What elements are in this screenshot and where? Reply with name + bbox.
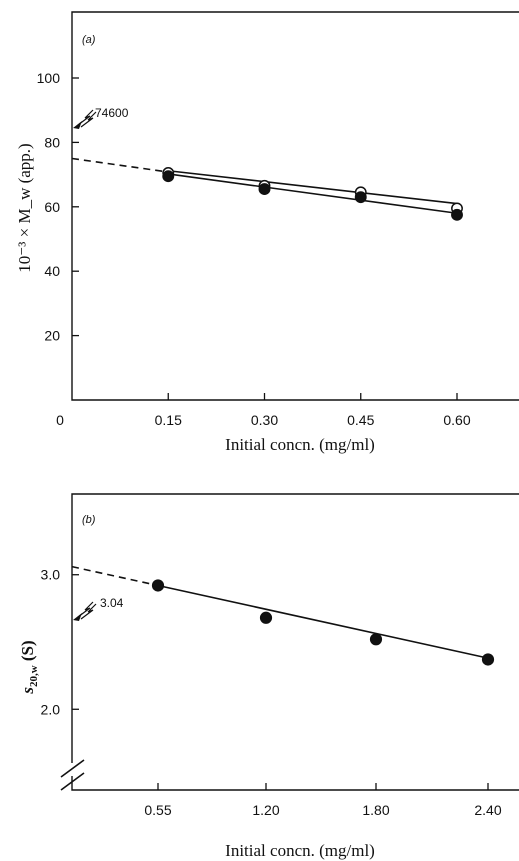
- chart-panel-a: (a) Initial concn. (mg/ml) 10⁻³ × M_w (a…: [15, 11, 519, 454]
- panel-a-fit-line: [168, 173, 458, 215]
- panel-a-x-tick-label: 0: [56, 412, 64, 428]
- chart-panel-b: (b) Initial concn. (mg/ml) s20,w (S) 3.0…: [18, 493, 519, 860]
- panel-b-y-tick-label: 3.0: [41, 567, 61, 583]
- panel-a-frame: [71, 11, 519, 401]
- panel-a-filled-point: [258, 183, 271, 196]
- panel-a-fit-line: [168, 169, 458, 205]
- panel-a-x-tick-label: 0.45: [347, 412, 374, 428]
- panel-a-y-tick-label: 80: [44, 134, 60, 150]
- panel-b-x-tick-label: 0.55: [144, 802, 171, 818]
- panel-a-x-tick-label: 0.30: [251, 412, 278, 428]
- axis-break-icon: [60, 759, 85, 791]
- panel-b-y-axis-title: s20,w (S): [18, 640, 40, 694]
- panel-a-filled-point: [451, 208, 463, 221]
- panel-b-x-tick-label: 1.20: [252, 802, 279, 818]
- panel-a-y-tick-label: 100: [37, 70, 61, 86]
- panel-b-filled-point: [481, 653, 495, 666]
- panel-a-y-tick-label: 40: [44, 263, 60, 279]
- panel-a-filled-point: [162, 170, 175, 183]
- panel-a-x-tick-label: 0.60: [443, 412, 470, 428]
- panel-a-label: (a): [82, 34, 96, 46]
- panel-b-filled-point: [151, 579, 165, 592]
- panel-b-x-tick-label: 1.80: [362, 802, 389, 818]
- panel-b-label: (b): [82, 514, 96, 526]
- panel-a-x-tick-label: 0.15: [155, 412, 182, 428]
- panel-b-intercept-arrow: [73, 601, 97, 621]
- panel-a-y-axis-title: 10⁻³ × M_w (app.): [15, 143, 34, 272]
- panel-a-filled-point: [354, 191, 367, 204]
- panel-a-y-tick-label: 20: [44, 328, 60, 344]
- panel-a-x-axis-title: Initial concn. (mg/ml): [225, 435, 375, 454]
- panel-a-intercept-arrow: [73, 109, 97, 129]
- panel-b-filled-point: [259, 611, 273, 624]
- panel-b-extrapolation-line: [71, 565, 159, 587]
- panel-a-intercept-annotation: 74600: [95, 106, 129, 120]
- panel-b-frame: [71, 493, 519, 791]
- panel-a-extrapolation-line: [71, 157, 169, 173]
- panel-b-filled-point: [369, 633, 383, 646]
- panel-b-fit-line: [157, 584, 489, 659]
- panel-a-y-tick-label: 60: [44, 199, 60, 215]
- panel-b-x-axis-title: Initial concn. (mg/ml): [225, 841, 375, 860]
- panel-b-intercept-annotation: 3.04: [100, 596, 124, 610]
- panel-b-y-tick-label: 2.0: [41, 701, 61, 717]
- panel-b-x-tick-label: 2.40: [474, 802, 501, 818]
